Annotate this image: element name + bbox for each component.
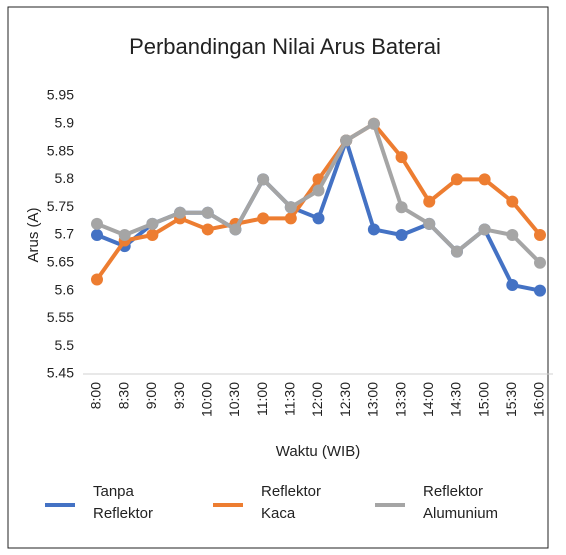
x-axis-title: Waktu (WIB): [276, 443, 360, 460]
point: [118, 229, 131, 241]
point: [91, 217, 103, 230]
point: [312, 184, 325, 197]
point: [534, 256, 546, 269]
x-tick-label: 11:00: [254, 382, 270, 416]
x-tick-label: 13:00: [365, 382, 381, 417]
x-tick-label: 15:00: [475, 382, 491, 417]
y-tick-label: 5.5: [55, 337, 75, 353]
x-tick-label: 9:30: [171, 382, 187, 409]
point: [284, 201, 297, 214]
point: [340, 134, 353, 147]
point: [395, 151, 408, 164]
y-tick-label: 5.85: [47, 142, 74, 158]
x-tick-label: 12:30: [337, 382, 353, 417]
point: [174, 206, 187, 219]
y-tick-label: 5.45: [47, 365, 74, 381]
x-tick-label: 10:30: [226, 382, 242, 417]
point: [450, 173, 463, 186]
point: [201, 223, 214, 236]
point: [506, 229, 519, 241]
point: [146, 229, 159, 241]
y-tick-label: 5.6: [55, 281, 75, 297]
point: [534, 229, 546, 241]
point: [367, 223, 380, 236]
chart-border: [7, 6, 549, 549]
point: [423, 195, 436, 208]
y-tick-label: 5.95: [47, 87, 74, 103]
legend-label: Reflektor Alumunium: [423, 483, 499, 522]
x-tick-label: 12:00: [309, 382, 325, 417]
y-tick-label: 5.8: [55, 170, 75, 186]
point: [450, 245, 463, 258]
point: [257, 173, 270, 186]
point: [201, 206, 214, 219]
point: [257, 212, 270, 225]
point: [284, 212, 297, 225]
point: [146, 217, 159, 230]
y-tick-label: 5.65: [47, 254, 74, 270]
point: [395, 201, 408, 214]
x-tick-label: 13:30: [392, 382, 408, 417]
x-tick-label: 9:00: [143, 382, 159, 409]
y-tick-label: 5.75: [47, 198, 74, 214]
legend-label: Tanpa Reflektor: [93, 483, 154, 522]
x-tick-label: 14:30: [448, 382, 464, 417]
chart-title: Perbandingan Nilai Arus Baterai: [129, 34, 441, 59]
x-tick-label: 16:00: [531, 382, 547, 417]
point: [478, 173, 491, 186]
x-tick-label: 14:00: [420, 382, 436, 417]
y-axis-title: Arus (A): [25, 207, 42, 262]
point: [506, 279, 519, 292]
point: [91, 229, 103, 241]
y-tick-label: 5.55: [47, 309, 74, 325]
x-tick-label: 8:30: [115, 382, 131, 409]
point: [367, 117, 380, 130]
point: [478, 223, 491, 236]
y-tick-label: 5.9: [55, 115, 75, 131]
legend-label: Reflektor Kaca: [261, 483, 322, 522]
point: [506, 195, 519, 208]
point: [229, 223, 242, 236]
x-tick-label: 11:30: [282, 382, 298, 416]
point: [91, 273, 103, 286]
point: [423, 217, 436, 230]
y-tick-label: 5.7: [55, 226, 75, 242]
point: [312, 212, 325, 225]
point: [395, 229, 408, 241]
x-tick-label: 8:00: [88, 382, 104, 409]
x-tick-label: 15:30: [503, 382, 519, 417]
x-tick-label: 10:00: [198, 382, 214, 417]
point: [534, 284, 546, 297]
